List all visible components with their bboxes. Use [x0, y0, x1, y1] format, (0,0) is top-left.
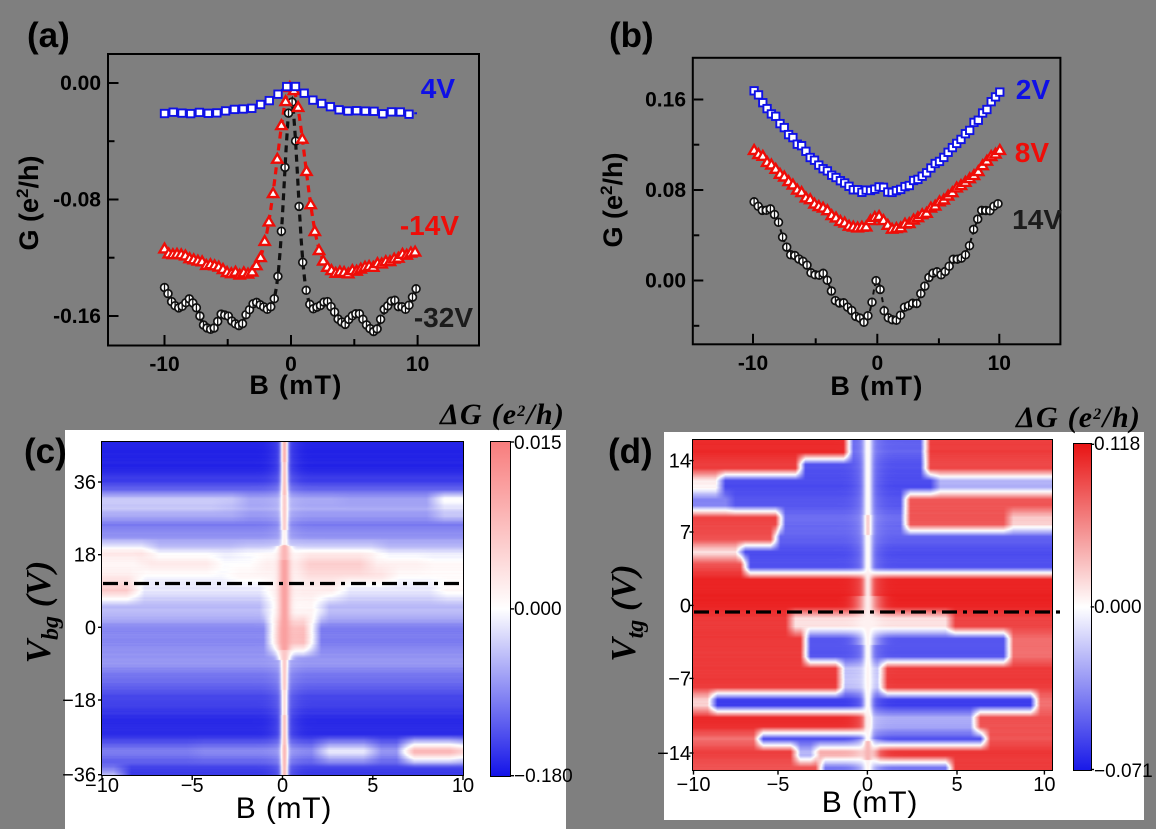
svg-text:−18: −18	[62, 690, 96, 712]
svg-text:14V: 14V	[1012, 204, 1062, 235]
svg-text:0: 0	[277, 775, 288, 797]
svg-text:2V: 2V	[1016, 74, 1051, 105]
svg-text:G (e2/h): G (e2/h)	[13, 156, 44, 251]
svg-text:0.000: 0.000	[1094, 597, 1142, 618]
svg-text:0.16: 0.16	[645, 89, 686, 112]
svg-text:5: 5	[367, 775, 378, 797]
svg-text:4V: 4V	[421, 73, 456, 104]
svg-text:−5: −5	[767, 774, 790, 796]
svg-text:-0.16: -0.16	[53, 305, 101, 328]
svg-text:B (mT): B (mT)	[249, 370, 342, 400]
svg-text:0: 0	[680, 595, 691, 617]
svg-text:0.000: 0.000	[514, 599, 562, 620]
svg-text:10: 10	[452, 775, 474, 797]
svg-text:B (mT): B (mT)	[830, 371, 923, 401]
svg-text:-10: -10	[738, 352, 768, 375]
svg-text:-0.08: -0.08	[53, 189, 101, 212]
svg-text:ΔG (e2/h): ΔG (e2/h)	[1015, 401, 1141, 434]
svg-text:−36: −36	[62, 765, 96, 787]
svg-text:−0.180: −0.180	[514, 766, 573, 787]
svg-text:36: 36	[74, 472, 96, 494]
svg-text:−5: −5	[181, 775, 204, 797]
svg-text:0: 0	[871, 352, 883, 375]
svg-text:−10: −10	[677, 774, 711, 796]
svg-text:0: 0	[285, 353, 297, 376]
svg-text:8V: 8V	[1015, 137, 1050, 168]
svg-text:G (e2/h): G (e2/h)	[597, 153, 628, 248]
svg-text:0: 0	[85, 617, 96, 639]
svg-text:0.08: 0.08	[645, 179, 686, 202]
svg-text:7: 7	[680, 522, 691, 544]
svg-text:10: 10	[1033, 774, 1055, 796]
svg-text:−7: −7	[668, 668, 691, 690]
svg-text:10: 10	[406, 353, 429, 376]
svg-text:−0.071: −0.071	[1094, 761, 1153, 782]
svg-text:-10: -10	[149, 353, 179, 376]
svg-text:−14: −14	[657, 743, 691, 765]
svg-text:0.015: 0.015	[514, 433, 562, 454]
svg-text:18: 18	[74, 545, 96, 567]
svg-text:(b): (b)	[609, 16, 654, 55]
svg-text:5: 5	[951, 774, 962, 796]
svg-text:(c): (c)	[24, 432, 67, 471]
svg-text:0.00: 0.00	[645, 270, 686, 293]
svg-text:Vbg (V): Vbg (V)	[19, 561, 64, 664]
svg-text:-32V: -32V	[414, 302, 473, 333]
svg-text:0.118: 0.118	[1094, 434, 1140, 455]
svg-text:-14V: -14V	[400, 210, 459, 241]
svg-text:Vtg (V): Vtg (V)	[604, 564, 649, 661]
svg-text:14: 14	[669, 451, 691, 473]
svg-text:B (mT): B (mT)	[236, 792, 332, 825]
svg-text:0: 0	[862, 774, 873, 796]
svg-text:B (mT): B (mT)	[822, 786, 918, 819]
svg-text:(a): (a)	[27, 16, 70, 55]
svg-text:0.00: 0.00	[60, 72, 101, 95]
svg-text:(d): (d)	[608, 432, 653, 471]
svg-text:ΔG (e2/h): ΔG (e2/h)	[439, 398, 565, 431]
svg-text:10: 10	[988, 352, 1011, 375]
svg-text:−10: −10	[85, 775, 119, 797]
